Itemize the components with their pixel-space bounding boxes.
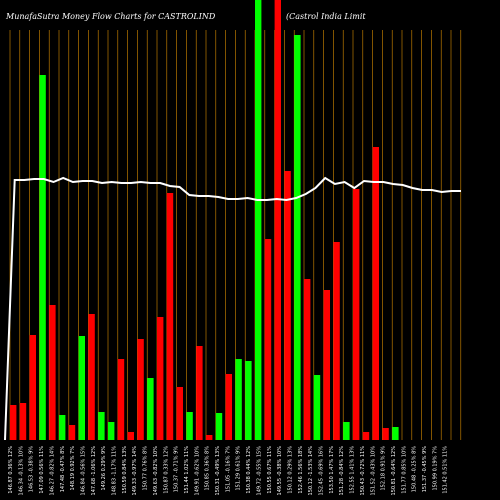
x-tick-label: 151.29 0.61% 9% <box>236 446 242 491</box>
bar <box>137 339 144 440</box>
bar <box>323 290 330 440</box>
x-tick-label: 147.09 0.56% 11% <box>39 446 45 494</box>
bar <box>353 189 360 440</box>
x-tick-label: 149.55 -0.38% 10% <box>277 446 283 496</box>
x-tick-label: 150.31 -0.49% 13% <box>215 446 221 496</box>
x-tick-label: 153.50 1.47% 17% <box>329 446 335 494</box>
x-tick-label: 146.87 0.36% 12% <box>8 446 14 494</box>
x-tick-label: 150.81 -0.64% 12% <box>391 446 397 496</box>
x-tick-label: 146.53 -0.38% 9% <box>29 446 35 493</box>
bar <box>274 0 281 440</box>
chart-title: MunafaSutra Money Flow Charts for CASTRO… <box>5 12 216 21</box>
bar <box>157 317 164 440</box>
bar <box>313 375 321 440</box>
x-tick-label: 150.87 0.33% 12% <box>163 446 169 494</box>
bar <box>294 35 301 440</box>
bar <box>215 413 223 440</box>
bar <box>19 403 27 440</box>
bar <box>98 412 105 440</box>
money-flow-line <box>4 176 461 441</box>
bar <box>166 193 174 440</box>
bar <box>117 359 125 440</box>
bar <box>333 242 340 440</box>
bar <box>225 374 232 440</box>
bar <box>29 335 36 440</box>
bar <box>127 432 134 440</box>
x-tick-label: 150.37 -0.71% 9% <box>174 446 180 493</box>
bar <box>39 75 46 440</box>
x-tick-label: 149.63 -0.82% 10% <box>153 446 159 496</box>
x-tick-label: 151.52 -0.43% 10% <box>370 446 376 496</box>
bar <box>264 239 272 440</box>
x-tick-label: 150.85 0.36% 8% <box>205 446 211 491</box>
x-tick-label: 150.77 0.76% 8% <box>143 446 149 491</box>
x-tick-label: 151.44 1.02% 11% <box>184 446 190 494</box>
x-tick-label: 146.84 -0.56% 15% <box>81 446 87 496</box>
x-tick-label: 152.46 1.56% 18% <box>298 446 304 494</box>
bar <box>255 0 262 440</box>
bar <box>304 279 311 440</box>
bar <box>108 422 115 440</box>
x-tick-label: 151.28 -0.84% 12% <box>339 446 345 496</box>
x-tick-label: 150.59 0.84% 13% <box>122 446 128 494</box>
bar <box>245 361 252 440</box>
bar <box>176 387 183 440</box>
x-tick-label: 150.48 -0.25% 8% <box>412 446 418 493</box>
x-tick-label: 147.68 -1.06% 12% <box>91 446 97 496</box>
x-tick-label: 146.34 -0.13% 10% <box>18 446 24 496</box>
bar <box>10 405 17 440</box>
x-tick-label: 149.33 -0.97% 14% <box>132 446 138 496</box>
x-tick-label: 151.05 -0.16% 7% <box>225 446 231 493</box>
bar <box>392 427 399 440</box>
x-tick-label: 151.77 0.85% 10% <box>401 446 407 494</box>
bar-series <box>10 0 399 440</box>
bar <box>186 412 193 440</box>
chart-title-right: (Castrol India Limit <box>286 12 366 21</box>
bar <box>343 422 350 440</box>
x-tick-label: 150.12 0.29% 13% <box>287 446 293 494</box>
x-tick-label: 150.99 0.19% 7% <box>432 446 438 491</box>
bar <box>59 415 66 440</box>
x-tick-label: 149.72 -0.55% 15% <box>256 446 262 496</box>
bar <box>78 336 85 440</box>
x-tick-label: 146.27 -0.82% 14% <box>49 446 55 496</box>
bar <box>68 425 76 440</box>
x-tick-label: 152.55 1.41% 13% <box>350 446 356 494</box>
bar <box>362 432 370 440</box>
x-tick-label: 151.42 0.51% 11% <box>443 446 449 494</box>
x-tick-label: 148.19 0.92% 7% <box>70 446 76 491</box>
bar <box>235 359 242 440</box>
bar <box>196 346 203 440</box>
bar <box>147 378 154 440</box>
x-tick-label: 150.12 -1.53% 14% <box>308 446 314 496</box>
bar <box>372 147 379 440</box>
bar <box>49 305 56 440</box>
x-axis-labels: 146.87 0.36% 12% 146.34 -0.13% 10% 146.53 … <box>8 446 449 496</box>
bar <box>284 171 291 440</box>
bar <box>382 428 389 440</box>
x-tick-label: 152.18 0.91% 9% <box>381 446 387 491</box>
bar <box>88 314 95 440</box>
x-tick-label: 150.38 0.44% 12% <box>246 446 252 494</box>
x-tick-label: 151.37 -0.45% 9% <box>422 446 428 493</box>
x-tick-label: 152.45 -0.69% 16% <box>319 446 325 496</box>
bar <box>206 435 213 440</box>
x-tick-label: 150.55 0.67% 11% <box>267 446 273 494</box>
x-tick-label: 147.48 -0.47% 8% <box>60 446 66 493</box>
x-tick-label: 149.91 -0.62% 10% <box>194 446 200 496</box>
x-tick-label: 149.26 0.29% 9% <box>101 446 107 491</box>
x-tick-label: 150.43 -0.72% 11% <box>360 446 366 496</box>
x-tick-label: 148.83 -1.17% 11% <box>112 446 118 496</box>
